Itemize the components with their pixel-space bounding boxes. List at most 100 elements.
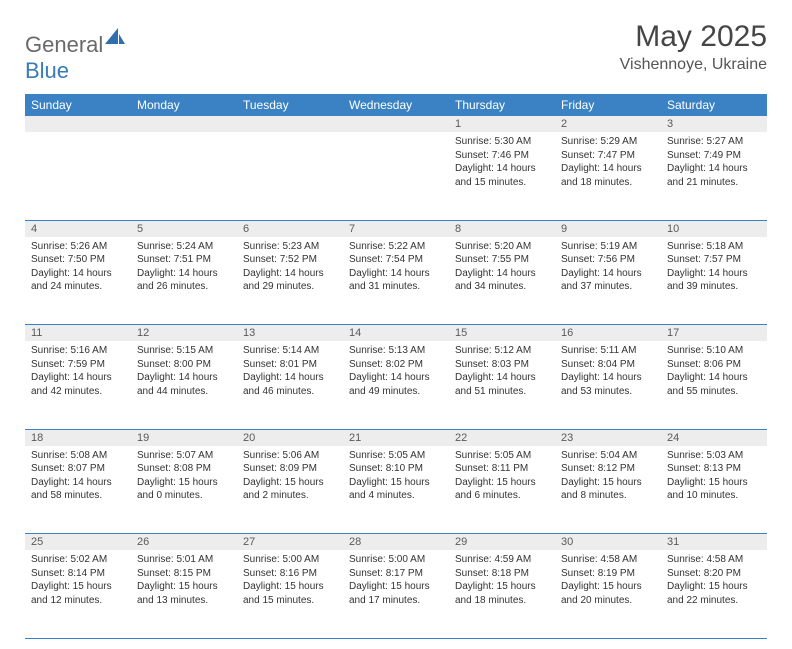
sunset-line: Sunset: 8:07 PM — [31, 462, 125, 476]
week-row: Sunrise: 5:02 AMSunset: 8:14 PMDaylight:… — [25, 550, 767, 638]
daylight-line: Daylight: 15 hours and 20 minutes. — [561, 580, 655, 607]
sunset-line: Sunset: 8:20 PM — [667, 567, 761, 581]
day-number-cell: 7 — [343, 220, 449, 237]
sunset-line: Sunset: 8:03 PM — [455, 358, 549, 372]
day-details: Sunrise: 5:01 AMSunset: 8:15 PMDaylight:… — [131, 550, 237, 611]
day-details: Sunrise: 5:15 AMSunset: 8:00 PMDaylight:… — [131, 341, 237, 402]
day-cell: Sunrise: 5:00 AMSunset: 8:16 PMDaylight:… — [237, 550, 343, 638]
sunrise-line: Sunrise: 5:05 AM — [349, 449, 443, 463]
day-details: Sunrise: 5:03 AMSunset: 8:13 PMDaylight:… — [661, 446, 767, 507]
sunset-line: Sunset: 8:11 PM — [455, 462, 549, 476]
week-row: Sunrise: 5:08 AMSunset: 8:07 PMDaylight:… — [25, 446, 767, 534]
day-details: Sunrise: 5:07 AMSunset: 8:08 PMDaylight:… — [131, 446, 237, 507]
sunset-line: Sunset: 8:02 PM — [349, 358, 443, 372]
day-cell: Sunrise: 5:11 AMSunset: 8:04 PMDaylight:… — [555, 341, 661, 429]
daylight-line: Daylight: 14 hours and 53 minutes. — [561, 371, 655, 398]
daylight-line: Daylight: 15 hours and 0 minutes. — [137, 476, 231, 503]
sunset-line: Sunset: 7:51 PM — [137, 253, 231, 267]
sunrise-line: Sunrise: 5:03 AM — [667, 449, 761, 463]
daylight-line: Daylight: 15 hours and 13 minutes. — [137, 580, 231, 607]
sunrise-line: Sunrise: 5:13 AM — [349, 344, 443, 358]
day-cell: Sunrise: 5:14 AMSunset: 8:01 PMDaylight:… — [237, 341, 343, 429]
day-number-cell: 19 — [131, 429, 237, 446]
day-cell: Sunrise: 5:04 AMSunset: 8:12 PMDaylight:… — [555, 446, 661, 534]
sunrise-line: Sunrise: 5:29 AM — [561, 135, 655, 149]
day-number-cell: 26 — [131, 534, 237, 551]
day-cell: Sunrise: 5:24 AMSunset: 7:51 PMDaylight:… — [131, 237, 237, 325]
day-number-cell — [343, 116, 449, 132]
weekday-header: Sunday — [25, 94, 131, 116]
day-cell: Sunrise: 5:08 AMSunset: 8:07 PMDaylight:… — [25, 446, 131, 534]
week-row: Sunrise: 5:30 AMSunset: 7:46 PMDaylight:… — [25, 132, 767, 220]
sunset-line: Sunset: 8:17 PM — [349, 567, 443, 581]
sunset-line: Sunset: 8:08 PM — [137, 462, 231, 476]
sunset-line: Sunset: 8:00 PM — [137, 358, 231, 372]
weekday-header: Friday — [555, 94, 661, 116]
day-details: Sunrise: 5:24 AMSunset: 7:51 PMDaylight:… — [131, 237, 237, 298]
brand-part1: General — [25, 32, 103, 57]
day-number-cell: 28 — [343, 534, 449, 551]
daylight-line: Daylight: 14 hours and 55 minutes. — [667, 371, 761, 398]
sunset-line: Sunset: 7:59 PM — [31, 358, 125, 372]
sunrise-line: Sunrise: 5:14 AM — [243, 344, 337, 358]
day-cell: Sunrise: 5:16 AMSunset: 7:59 PMDaylight:… — [25, 341, 131, 429]
day-details: Sunrise: 5:10 AMSunset: 8:06 PMDaylight:… — [661, 341, 767, 402]
sunrise-line: Sunrise: 4:59 AM — [455, 553, 549, 567]
day-number-cell: 1 — [449, 116, 555, 132]
day-number-cell: 12 — [131, 325, 237, 342]
weekday-header: Thursday — [449, 94, 555, 116]
day-number-cell: 29 — [449, 534, 555, 551]
daylight-line: Daylight: 14 hours and 46 minutes. — [243, 371, 337, 398]
day-details: Sunrise: 5:00 AMSunset: 8:17 PMDaylight:… — [343, 550, 449, 611]
day-cell: Sunrise: 4:58 AMSunset: 8:19 PMDaylight:… — [555, 550, 661, 638]
day-cell: Sunrise: 5:01 AMSunset: 8:15 PMDaylight:… — [131, 550, 237, 638]
day-details: Sunrise: 5:19 AMSunset: 7:56 PMDaylight:… — [555, 237, 661, 298]
sunrise-line: Sunrise: 5:23 AM — [243, 240, 337, 254]
day-details: Sunrise: 5:08 AMSunset: 8:07 PMDaylight:… — [25, 446, 131, 507]
sunset-line: Sunset: 7:56 PM — [561, 253, 655, 267]
sunset-line: Sunset: 8:12 PM — [561, 462, 655, 476]
day-cell: Sunrise: 5:29 AMSunset: 7:47 PMDaylight:… — [555, 132, 661, 220]
sunrise-line: Sunrise: 5:22 AM — [349, 240, 443, 254]
day-number-cell: 21 — [343, 429, 449, 446]
day-details: Sunrise: 5:11 AMSunset: 8:04 PMDaylight:… — [555, 341, 661, 402]
day-details: Sunrise: 5:00 AMSunset: 8:16 PMDaylight:… — [237, 550, 343, 611]
day-number-cell: 31 — [661, 534, 767, 551]
day-details: Sunrise: 5:05 AMSunset: 8:10 PMDaylight:… — [343, 446, 449, 507]
weekday-header: Monday — [131, 94, 237, 116]
day-details: Sunrise: 5:02 AMSunset: 8:14 PMDaylight:… — [25, 550, 131, 611]
daylight-line: Daylight: 14 hours and 58 minutes. — [31, 476, 125, 503]
day-number-row: 11121314151617 — [25, 325, 767, 342]
sunrise-line: Sunrise: 5:26 AM — [31, 240, 125, 254]
sunset-line: Sunset: 8:04 PM — [561, 358, 655, 372]
sunset-line: Sunset: 7:50 PM — [31, 253, 125, 267]
sunrise-line: Sunrise: 5:19 AM — [561, 240, 655, 254]
sunrise-line: Sunrise: 5:27 AM — [667, 135, 761, 149]
daylight-line: Daylight: 15 hours and 8 minutes. — [561, 476, 655, 503]
brand-logo: GeneralBlue — [25, 20, 125, 84]
day-number-cell — [25, 116, 131, 132]
daylight-line: Daylight: 14 hours and 29 minutes. — [243, 267, 337, 294]
day-number-cell: 27 — [237, 534, 343, 551]
day-cell — [25, 132, 131, 220]
day-details: Sunrise: 5:06 AMSunset: 8:09 PMDaylight:… — [237, 446, 343, 507]
sunset-line: Sunset: 7:52 PM — [243, 253, 337, 267]
daylight-line: Daylight: 14 hours and 15 minutes. — [455, 162, 549, 189]
sunset-line: Sunset: 8:18 PM — [455, 567, 549, 581]
day-number-cell: 30 — [555, 534, 661, 551]
day-number-cell: 11 — [25, 325, 131, 342]
sunrise-line: Sunrise: 5:15 AM — [137, 344, 231, 358]
sunrise-line: Sunrise: 5:00 AM — [243, 553, 337, 567]
day-details: Sunrise: 5:04 AMSunset: 8:12 PMDaylight:… — [555, 446, 661, 507]
daylight-line: Daylight: 14 hours and 21 minutes. — [667, 162, 761, 189]
day-number-cell — [131, 116, 237, 132]
day-details: Sunrise: 5:13 AMSunset: 8:02 PMDaylight:… — [343, 341, 449, 402]
daylight-line: Daylight: 14 hours and 39 minutes. — [667, 267, 761, 294]
location: Vishennoye, Ukraine — [620, 56, 767, 74]
title-block: May 2025 Vishennoye, Ukraine — [620, 20, 767, 74]
day-cell: Sunrise: 5:12 AMSunset: 8:03 PMDaylight:… — [449, 341, 555, 429]
day-details: Sunrise: 5:26 AMSunset: 7:50 PMDaylight:… — [25, 237, 131, 298]
daylight-line: Daylight: 14 hours and 42 minutes. — [31, 371, 125, 398]
day-number-cell: 8 — [449, 220, 555, 237]
sunrise-line: Sunrise: 5:05 AM — [455, 449, 549, 463]
